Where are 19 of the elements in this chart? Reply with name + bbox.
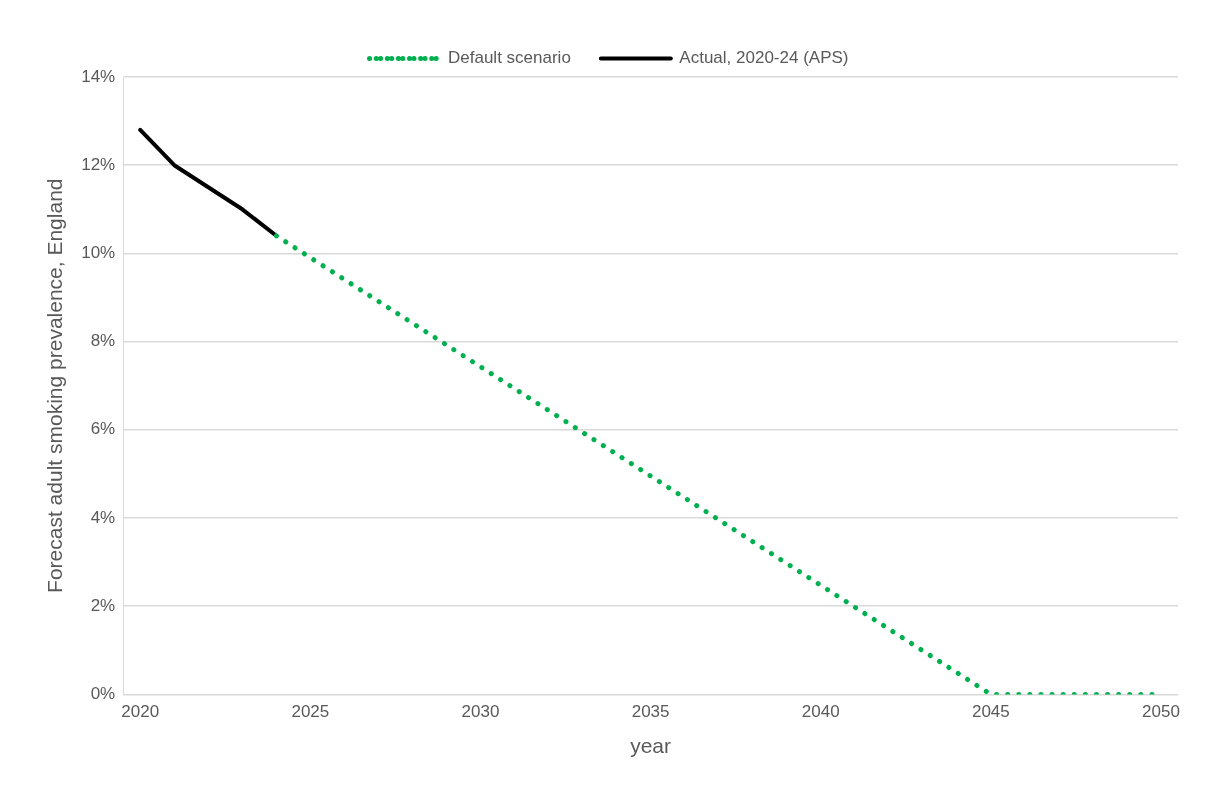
x-tick-label: 2035 (631, 702, 670, 722)
y-tick-label: 8% (90, 331, 116, 351)
x-tick-label: 2045 (971, 702, 1010, 722)
y-tick-label: 0% (90, 684, 116, 704)
legend-label: Actual, 2020-24 (APS) (679, 48, 849, 68)
y-tick-label: 2% (90, 595, 116, 615)
y-axis-title: Forecast adult smoking prevalence, England (43, 178, 67, 593)
y-tick-label: 14% (81, 66, 116, 86)
x-axis-title: year (630, 734, 672, 758)
y-tick-label: 12% (81, 154, 116, 174)
x-tick-label: 2030 (461, 702, 500, 722)
x-tick-label: 2025 (291, 702, 330, 722)
y-tick-label: 6% (90, 419, 116, 439)
y-tick-label: 10% (81, 243, 116, 263)
y-tick-label: 4% (90, 507, 116, 527)
legend-label: Default scenario (448, 48, 571, 68)
x-tick-label: 2040 (801, 702, 840, 722)
x-tick-label: 2020 (121, 702, 160, 722)
x-tick-label: 2050 (1142, 702, 1180, 722)
